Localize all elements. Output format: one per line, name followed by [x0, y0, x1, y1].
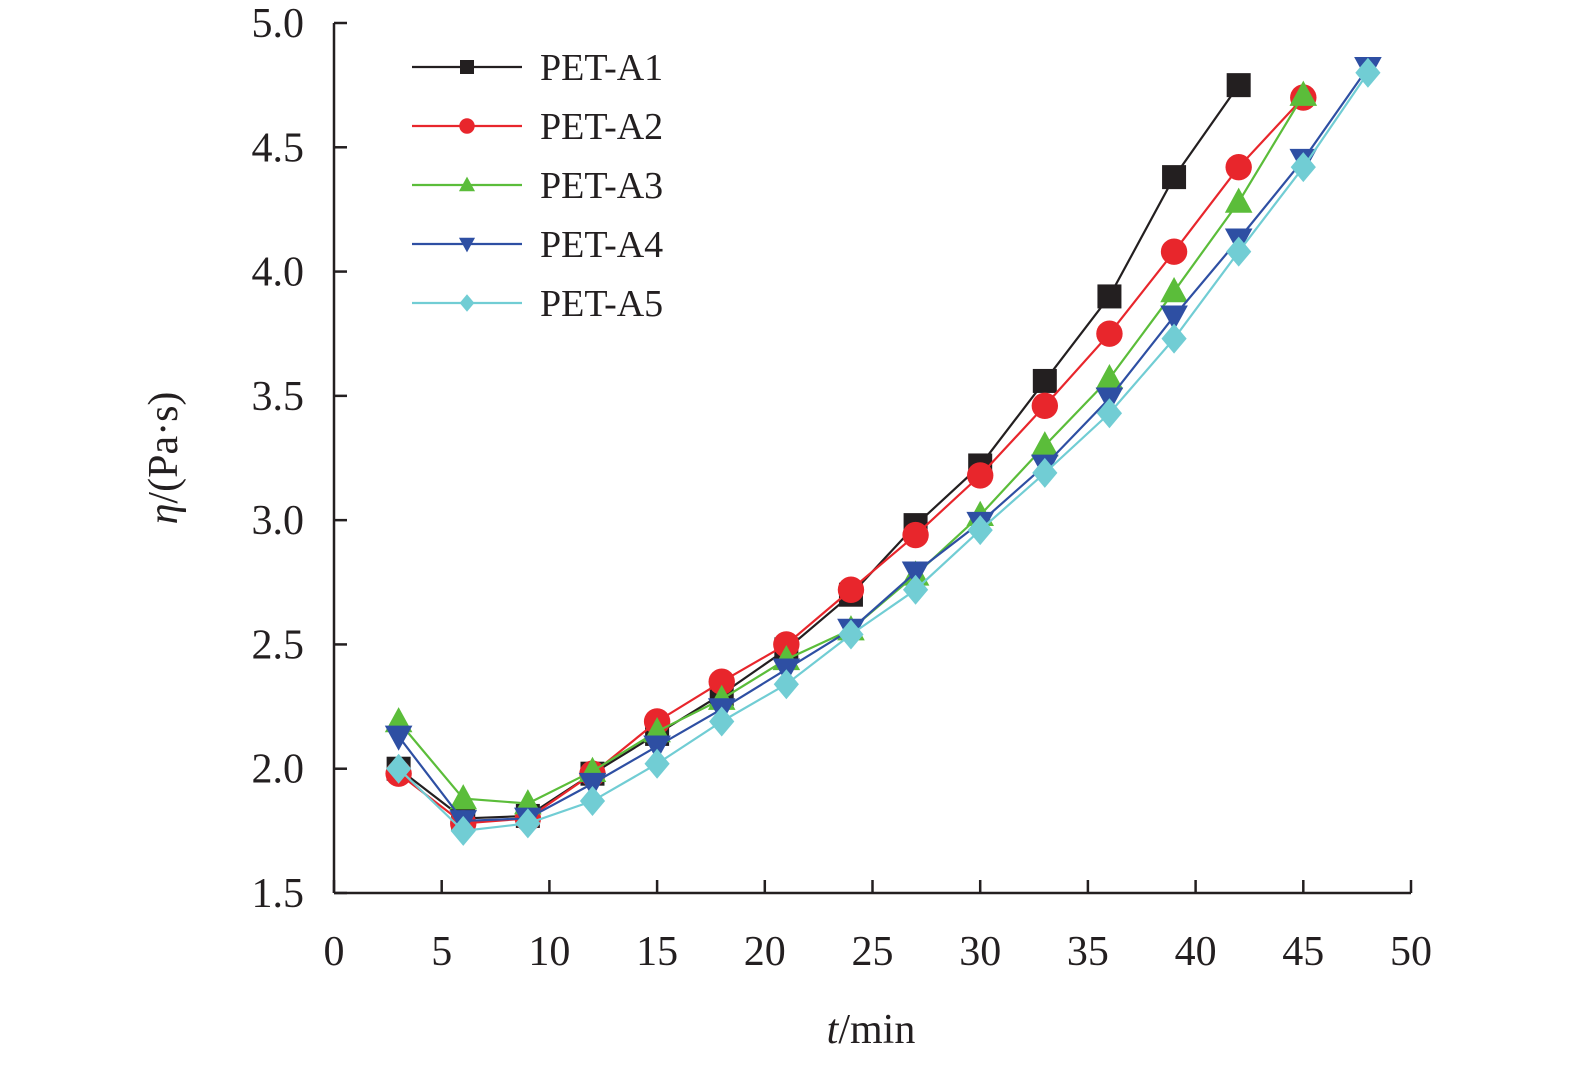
- data-point-pet-a3: [1031, 431, 1059, 457]
- y-axis-unit: /(Pa·s): [141, 392, 187, 504]
- data-point-pet-a1: [1162, 165, 1187, 190]
- data-point-pet-a5: [515, 808, 541, 839]
- data-point-pet-a3: [1095, 364, 1124, 390]
- data-point-pet-a5: [579, 786, 606, 817]
- data-point-pet-a5: [902, 574, 929, 605]
- data-point-pet-a2: [837, 576, 865, 603]
- x-axis-unit: /min: [838, 1007, 915, 1053]
- y-tick-label: 4.0: [252, 250, 305, 296]
- x-axis-title: t/min: [827, 1007, 916, 1053]
- y-tick-label: 2.5: [252, 622, 305, 668]
- x-tick-label: 5: [431, 929, 452, 975]
- y-tick-label: 3.0: [252, 498, 305, 544]
- data-point-pet-a4: [643, 735, 671, 761]
- x-tick-label: 20: [744, 929, 786, 975]
- data-point-pet-a5: [1161, 323, 1187, 354]
- data-point-pet-a4: [1160, 305, 1188, 331]
- data-point-pet-a5: [1226, 236, 1252, 267]
- y-tick-label: 2.0: [252, 747, 305, 793]
- plot-area: [384, 56, 1382, 846]
- data-point-pet-a2: [1031, 392, 1059, 419]
- series-pet-a3: [384, 80, 1318, 815]
- series-line-pet-a2: [397, 96, 1305, 825]
- legend: PET-A1 PET-A2 PET-A3 PET-A4 PET-A5: [412, 47, 663, 325]
- data-point-pet-a1: [1097, 284, 1122, 309]
- data-point-pet-a5: [386, 753, 412, 784]
- legend-item-pet-a3: PET-A3: [412, 165, 663, 207]
- x-axis-variable: t: [827, 1007, 840, 1053]
- data-point-pet-a5: [450, 815, 476, 846]
- data-point-pet-a2: [1225, 153, 1252, 181]
- data-point-pet-a4: [578, 772, 607, 799]
- x-tick-label: 0: [324, 929, 345, 975]
- data-point-pet-a5: [838, 619, 864, 650]
- legend-label: PET-A4: [540, 224, 663, 266]
- x-tick-label: 50: [1390, 929, 1432, 975]
- data-point-pet-a5: [1096, 398, 1123, 429]
- legend-label: PET-A2: [540, 106, 663, 148]
- y-tick-label: 5.0: [252, 1, 305, 47]
- data-point-pet-a2: [1096, 320, 1123, 347]
- legend-item-pet-a4: PET-A4: [412, 224, 663, 266]
- data-point-pet-a5: [967, 515, 993, 546]
- x-tick-label: 30: [959, 929, 1001, 975]
- legend-item-pet-a2: PET-A2: [412, 106, 663, 148]
- data-point-pet-a2: [1160, 238, 1188, 265]
- legend-label: PET-A5: [540, 283, 663, 325]
- series-line-pet-a3: [397, 94, 1305, 805]
- data-point-pet-a2: [967, 462, 994, 489]
- x-tick-label: 15: [636, 929, 678, 975]
- data-point-pet-a5: [709, 706, 735, 737]
- data-point-pet-a1: [1226, 73, 1251, 98]
- data-point-pet-a2: [902, 521, 929, 549]
- y-axis-title: η/(Pa·s): [141, 392, 187, 525]
- data-point-pet-a5: [773, 669, 799, 700]
- y-axis-variable: η: [141, 504, 187, 525]
- y-tick-label: 3.5: [252, 374, 305, 420]
- data-point-pet-a5: [1032, 457, 1058, 488]
- data-point-pet-a4: [901, 561, 930, 587]
- legend-label: PET-A1: [540, 47, 663, 89]
- legend-marker: [458, 176, 476, 192]
- x-tick-label: 45: [1282, 929, 1324, 975]
- data-point-pet-a5: [1290, 152, 1316, 183]
- data-point-pet-a3: [1224, 187, 1253, 213]
- axes: 0 5 10 15 20 25 30 35 40 45 50 1.5 2.0 2.5 3.0 3.5 4.0 4.…: [252, 1, 1433, 975]
- series-pet-a1: [386, 73, 1251, 831]
- legend-marker: [459, 118, 475, 134]
- series-line-pet-a5: [397, 72, 1369, 833]
- legend-marker: [458, 237, 476, 253]
- x-tick-label: 25: [852, 929, 894, 975]
- x-tick-label: 10: [528, 929, 570, 975]
- legend-label: PET-A3: [540, 165, 663, 207]
- y-tick-label: 4.5: [252, 125, 305, 171]
- data-point-pet-a5: [1355, 57, 1381, 88]
- data-point-pet-a3: [449, 784, 478, 810]
- x-tick-label: 40: [1175, 929, 1217, 975]
- legend-marker: [459, 294, 475, 312]
- x-tick-label: 35: [1067, 929, 1109, 975]
- data-point-pet-a3: [1289, 80, 1318, 106]
- series-line-pet-a4: [397, 67, 1369, 823]
- data-point-pet-a3: [1160, 277, 1188, 303]
- legend-marker: [460, 60, 474, 74]
- series-line-pet-a1: [397, 84, 1240, 820]
- legend-item-pet-a1: PET-A1: [412, 47, 663, 89]
- y-tick-label: 1.5: [252, 871, 305, 917]
- data-point-pet-a5: [644, 748, 670, 779]
- series-pet-a5: [386, 57, 1381, 846]
- data-point-pet-a2: [708, 668, 735, 695]
- data-point-pet-a2: [773, 631, 800, 658]
- data-point-pet-a1: [1032, 368, 1057, 393]
- legend-item-pet-a5: PET-A5: [412, 283, 663, 325]
- series-pet-a2: [385, 84, 1317, 837]
- data-point-pet-a4: [384, 725, 413, 751]
